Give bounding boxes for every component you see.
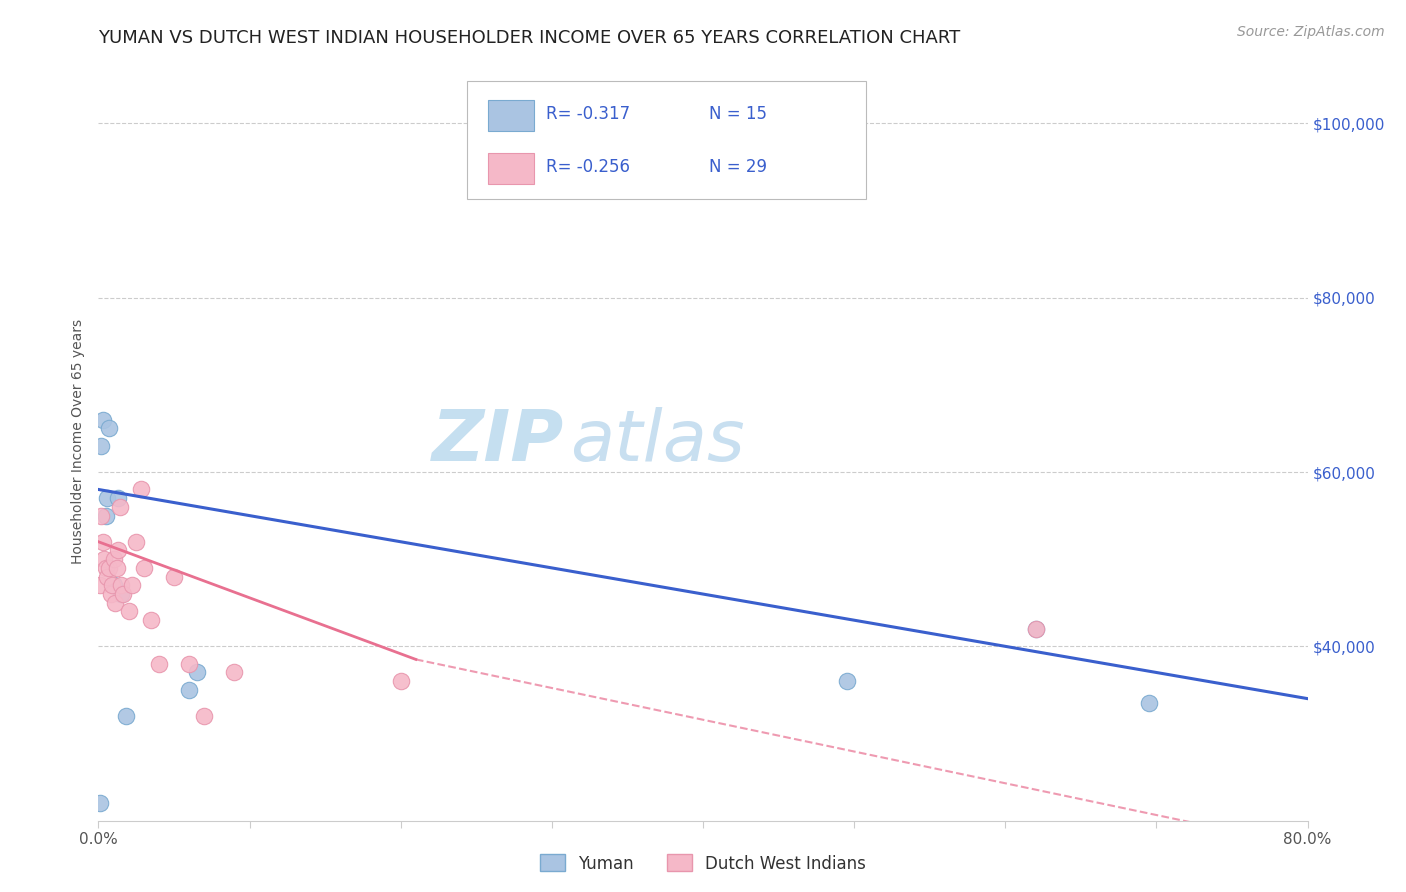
Point xyxy=(107,491,129,506)
Point xyxy=(107,543,129,558)
Point xyxy=(89,578,111,592)
Point xyxy=(186,665,208,680)
Point xyxy=(121,578,143,592)
Point xyxy=(148,657,170,671)
Text: N = 15: N = 15 xyxy=(709,105,768,123)
Point xyxy=(89,796,111,810)
Point xyxy=(103,578,125,592)
Point xyxy=(94,561,117,575)
Point xyxy=(110,587,132,601)
Point xyxy=(141,613,163,627)
Point xyxy=(224,665,246,680)
Point xyxy=(193,709,215,723)
Point xyxy=(104,596,127,610)
Text: ZIP: ZIP xyxy=(432,407,564,476)
Text: Source: ZipAtlas.com: Source: ZipAtlas.com xyxy=(1237,25,1385,39)
Point xyxy=(98,421,121,435)
Point xyxy=(114,709,136,723)
Text: N = 29: N = 29 xyxy=(709,158,768,176)
Point xyxy=(93,552,115,566)
Point xyxy=(163,569,186,583)
Point xyxy=(129,483,152,497)
Point xyxy=(118,605,141,619)
Point xyxy=(98,561,121,575)
Point xyxy=(100,587,122,601)
Text: atlas: atlas xyxy=(569,407,745,476)
Point xyxy=(389,674,412,689)
Point xyxy=(103,552,125,566)
Point xyxy=(94,508,117,523)
Point xyxy=(108,500,131,514)
Text: YUMAN VS DUTCH WEST INDIAN HOUSEHOLDER INCOME OVER 65 YEARS CORRELATION CHART: YUMAN VS DUTCH WEST INDIAN HOUSEHOLDER I… xyxy=(98,29,960,47)
Point xyxy=(179,682,201,697)
Point xyxy=(91,413,114,427)
Text: R= -0.256: R= -0.256 xyxy=(546,158,630,176)
FancyBboxPatch shape xyxy=(488,153,534,184)
Text: R= -0.317: R= -0.317 xyxy=(546,105,630,123)
Point xyxy=(1137,696,1160,710)
Point xyxy=(132,561,155,575)
Point xyxy=(96,569,118,583)
FancyBboxPatch shape xyxy=(467,81,866,199)
Point xyxy=(96,491,118,506)
Point xyxy=(179,657,201,671)
Point xyxy=(110,578,132,592)
FancyBboxPatch shape xyxy=(488,101,534,130)
Point xyxy=(1024,622,1046,636)
Point xyxy=(91,534,114,549)
Point xyxy=(1024,622,1046,636)
Point xyxy=(105,561,128,575)
Y-axis label: Householder Income Over 65 years: Householder Income Over 65 years xyxy=(72,319,86,564)
Point xyxy=(835,674,858,689)
Point xyxy=(90,508,112,523)
Point xyxy=(125,534,148,549)
Point xyxy=(90,439,112,453)
Legend: Yuman, Dutch West Indians: Yuman, Dutch West Indians xyxy=(533,847,873,880)
Point xyxy=(101,578,124,592)
Point xyxy=(111,587,134,601)
